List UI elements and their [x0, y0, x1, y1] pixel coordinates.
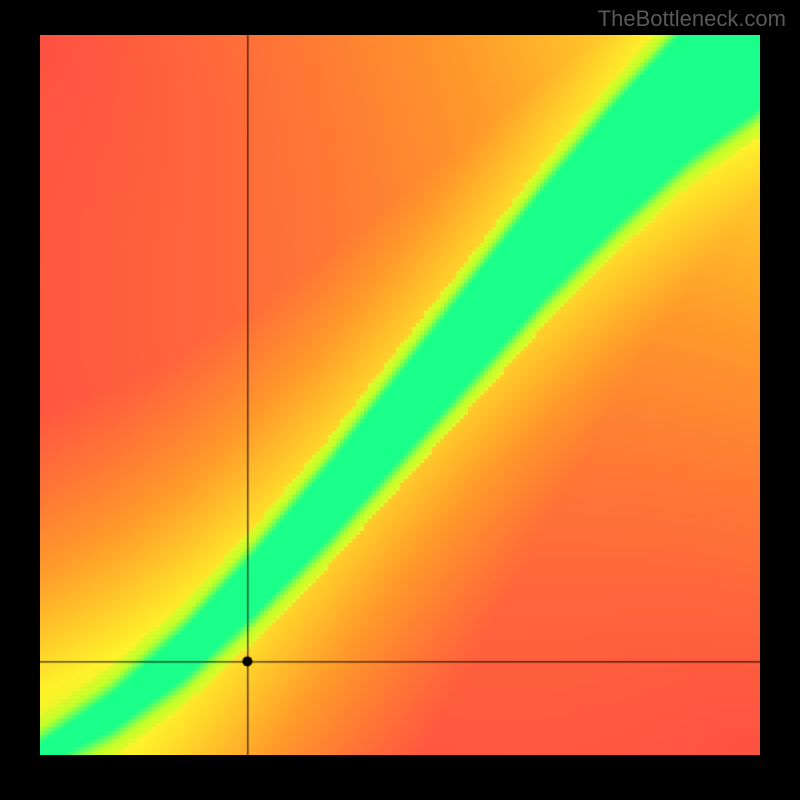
chart-container: TheBottleneck.com — [0, 0, 800, 800]
heatmap-plot — [40, 35, 760, 755]
heatmap-canvas — [40, 35, 760, 755]
watermark: TheBottleneck.com — [598, 6, 786, 32]
